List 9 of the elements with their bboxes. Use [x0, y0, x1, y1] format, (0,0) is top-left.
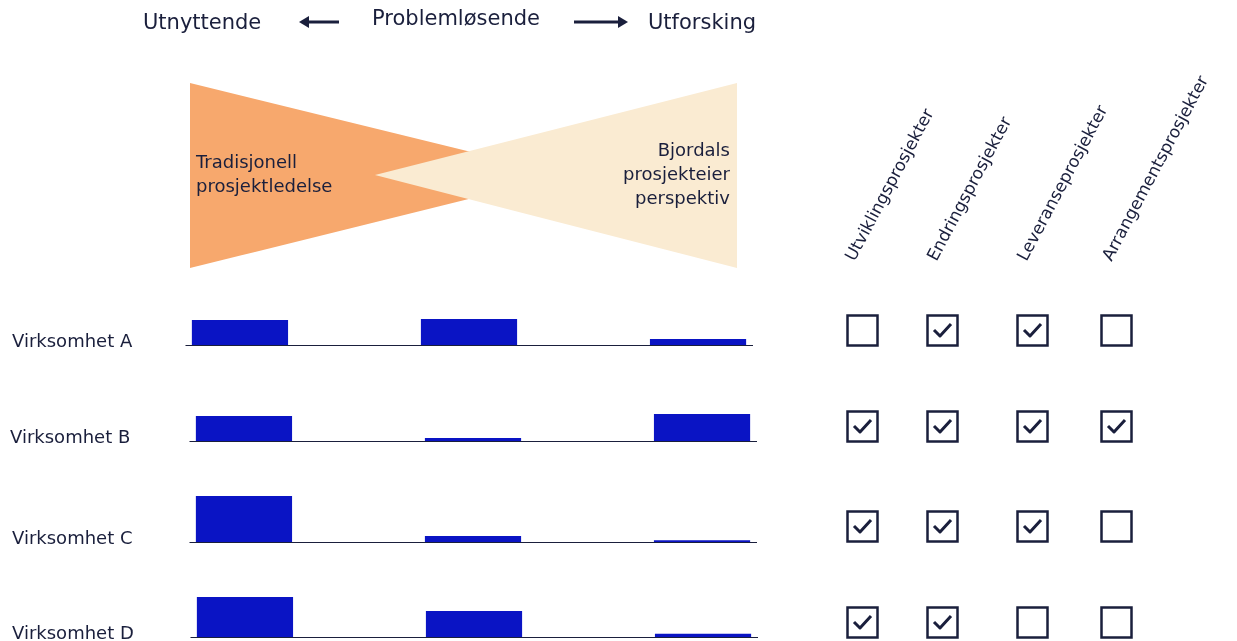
text: Utforsking: [648, 10, 757, 34]
text: Utnyttende: [143, 10, 262, 34]
text: Virksomhet B: [10, 426, 131, 447]
text: Tradisjonell prosjektledelse: [196, 150, 334, 198]
text: Problemløsende: [372, 6, 540, 30]
text: Virksomhet A: [12, 330, 133, 351]
text: Virksomhet D: [12, 622, 134, 641]
text: Bjordals prosjekteier perspektiv: [622, 138, 730, 210]
text: Virksomhet C: [12, 527, 133, 548]
